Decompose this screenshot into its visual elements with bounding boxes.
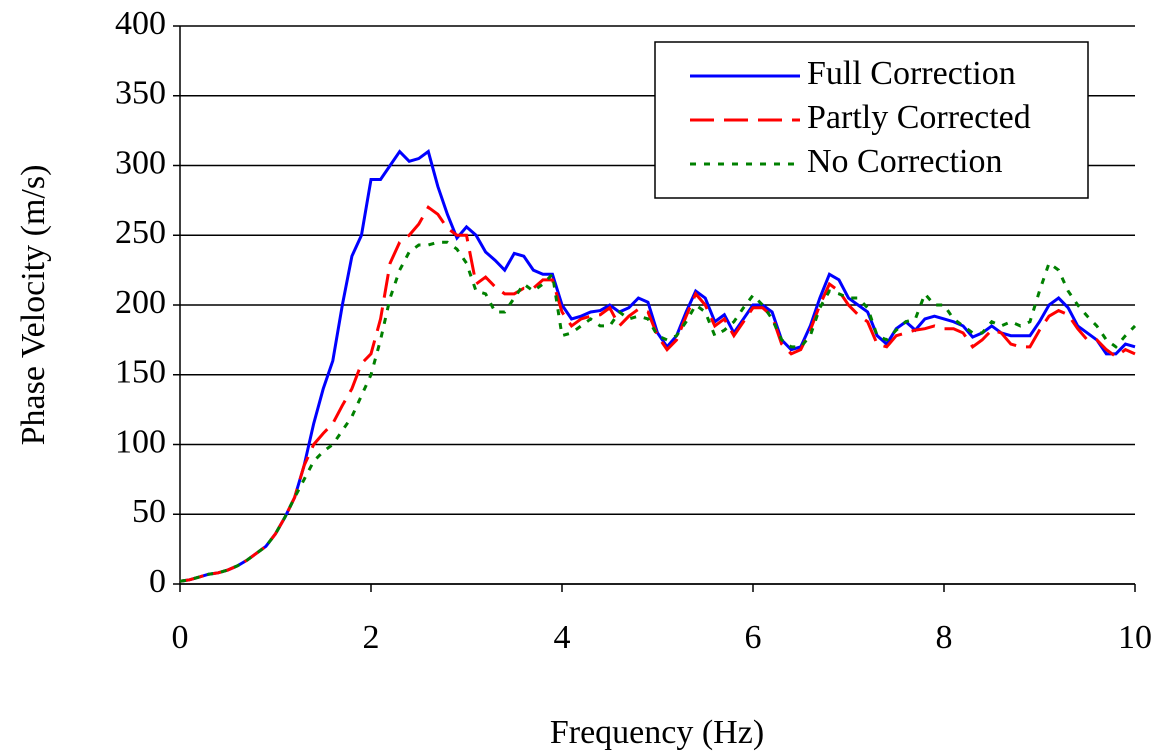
- y-tick-label: 200: [115, 284, 166, 321]
- x-tick-label: 0: [172, 619, 189, 656]
- legend-label: Full Correction: [807, 55, 1016, 92]
- x-tick-label: 2: [363, 619, 380, 656]
- legend: Full Correction Partly Corrected No Correc…: [654, 41, 1089, 199]
- x-tick-label: 4: [554, 619, 571, 656]
- y-tick-label: 150: [115, 354, 166, 391]
- y-tick-label: 300: [115, 144, 166, 181]
- y-axis-title: Phase Velocity (m/s): [15, 165, 52, 446]
- legend-label: No Correction: [807, 143, 1002, 180]
- x-tick-label: 6: [745, 619, 762, 656]
- x-tick-label: 10: [1118, 619, 1152, 656]
- x-tick-label: 8: [936, 619, 953, 656]
- series-line: [179, 205, 1136, 583]
- series-line: [179, 149, 1136, 583]
- y-tick-label: 250: [115, 214, 166, 251]
- y-tick-label: 100: [115, 423, 166, 460]
- series-line: [179, 240, 1137, 583]
- legend-label: Partly Corrected: [807, 99, 1031, 136]
- y-tick-label: 0: [149, 563, 166, 600]
- y-tick-label: 50: [132, 493, 166, 530]
- y-tick-label: 350: [115, 75, 166, 112]
- x-axis-title: Frequency (Hz): [550, 714, 764, 751]
- y-tick-label: 400: [115, 5, 166, 42]
